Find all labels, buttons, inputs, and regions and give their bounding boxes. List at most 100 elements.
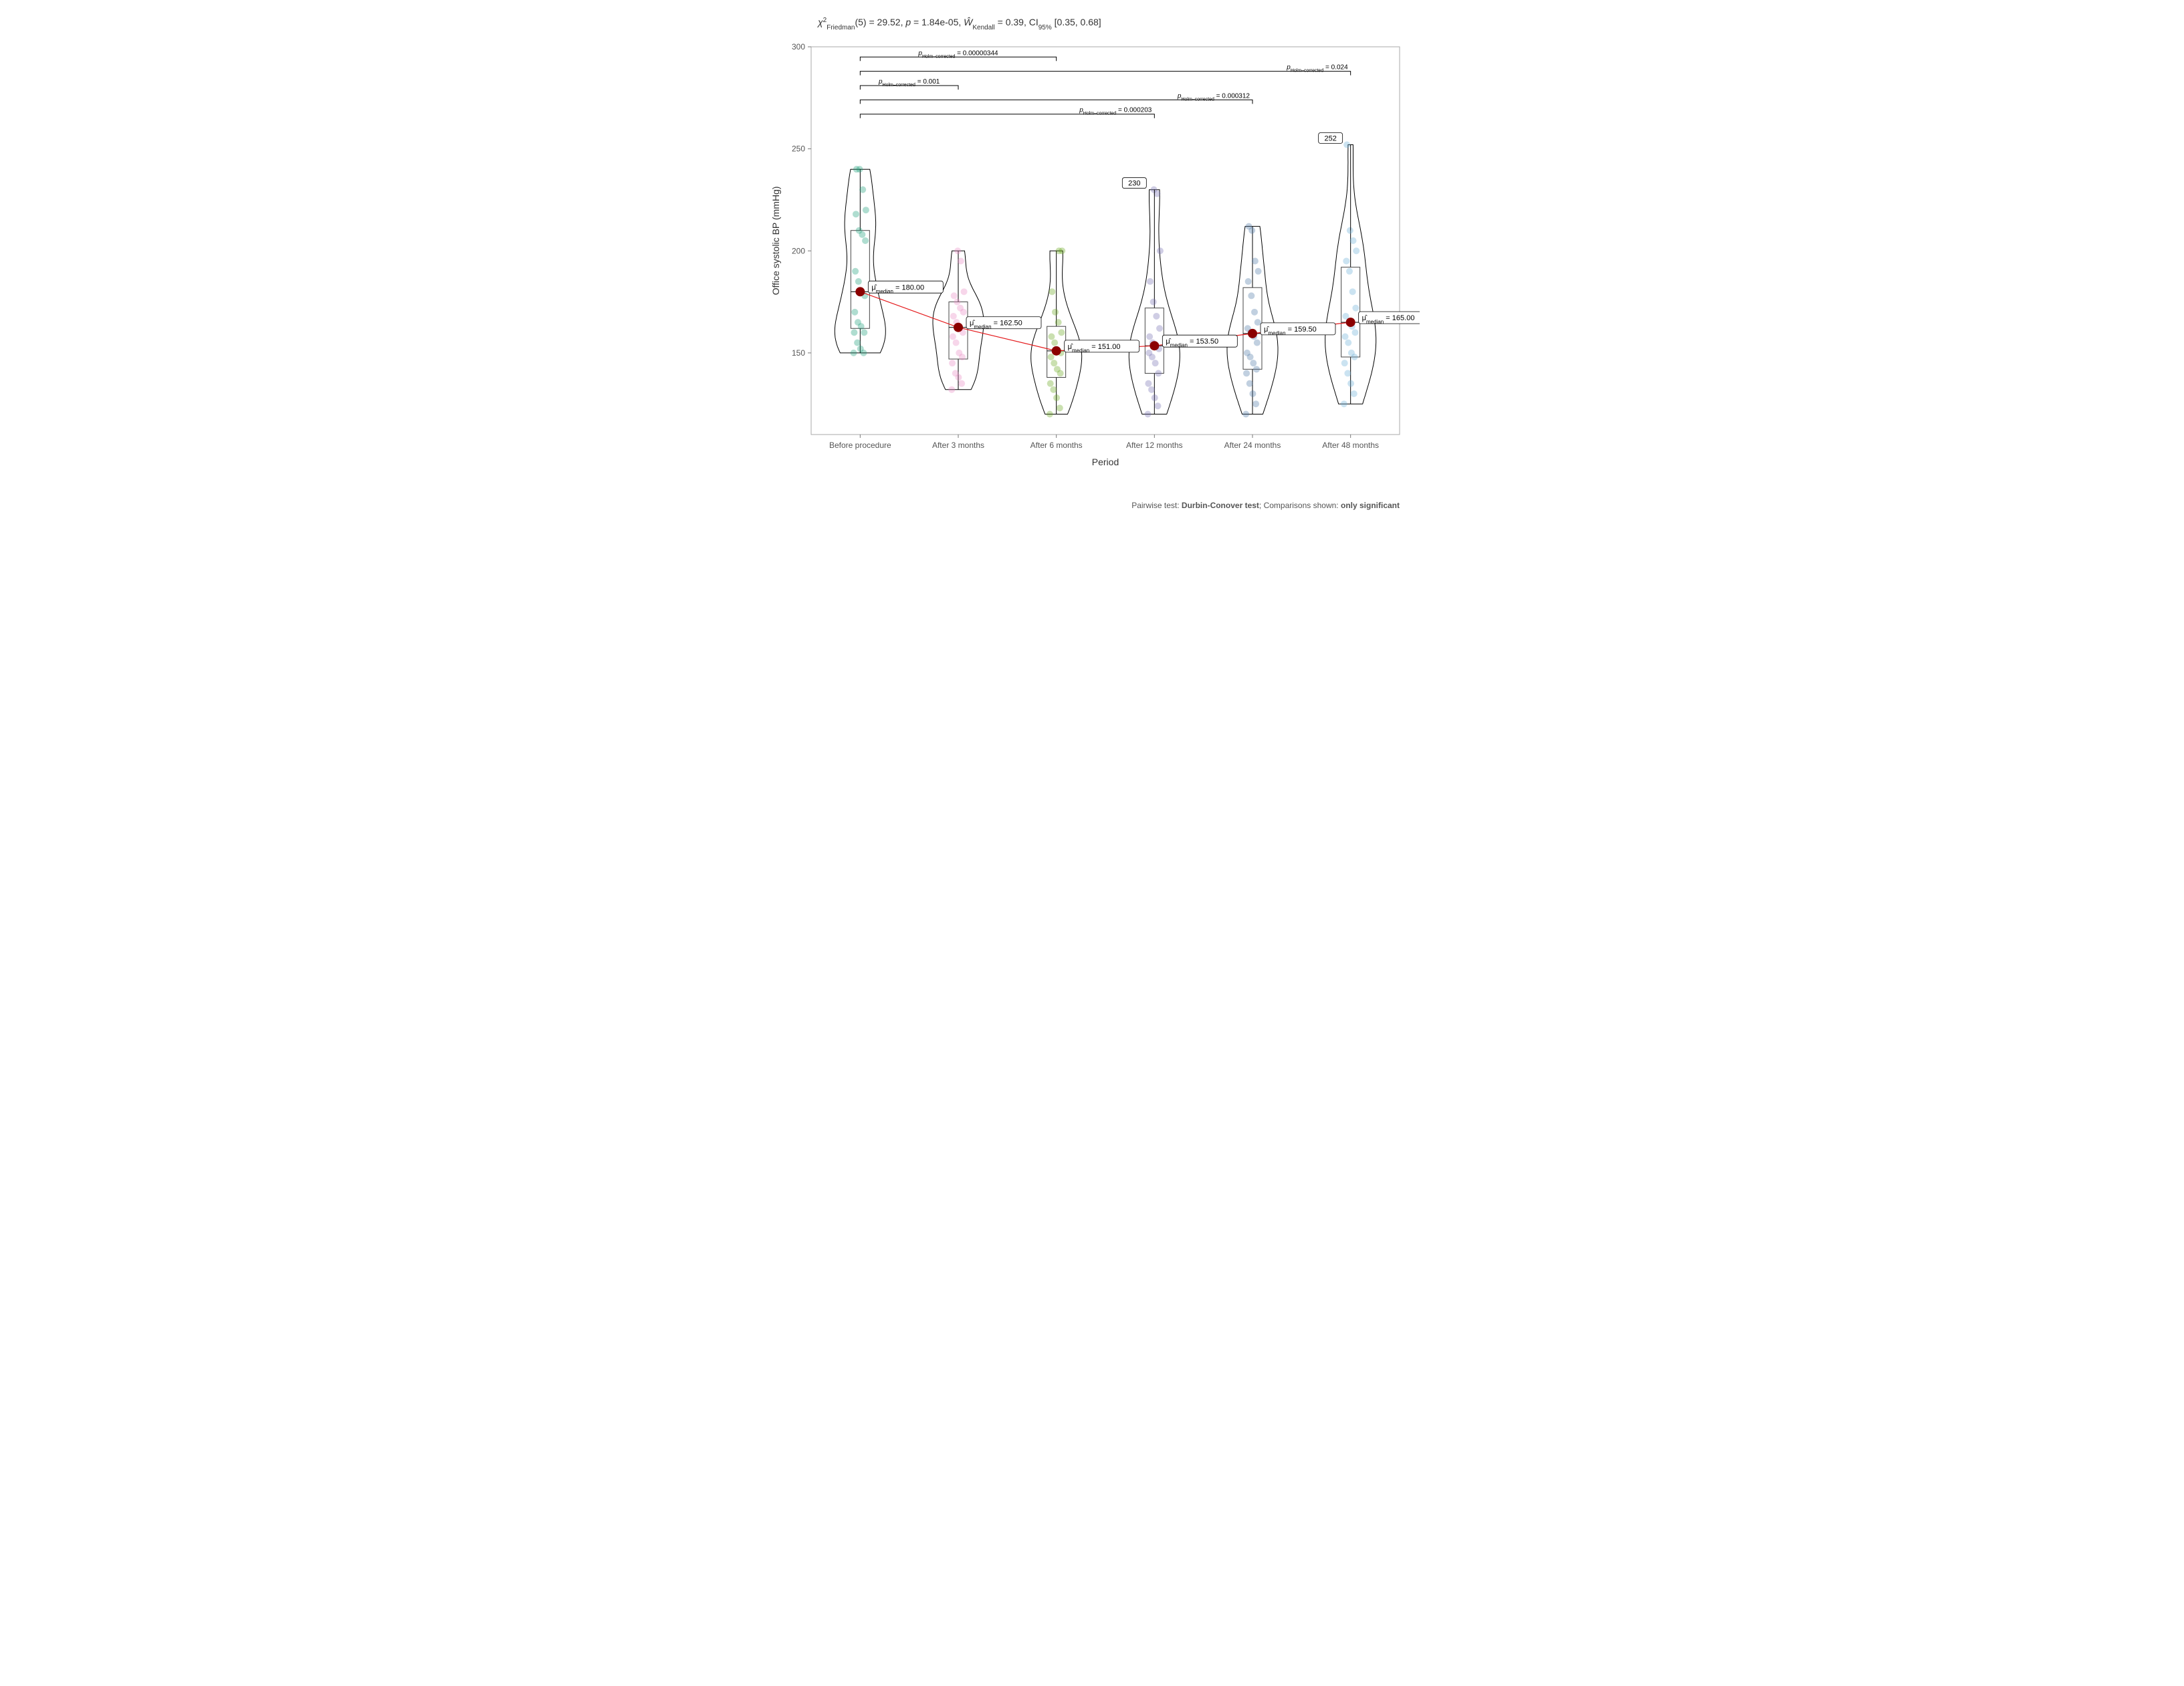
data-point	[1342, 333, 1349, 340]
data-point	[857, 346, 864, 352]
data-point	[1154, 402, 1161, 409]
data-point	[1048, 354, 1055, 360]
median-dot	[954, 323, 963, 332]
data-point	[1057, 404, 1063, 411]
comparison-bracket	[860, 57, 1056, 61]
outlier-label: 230	[1128, 180, 1140, 188]
data-point	[1347, 227, 1353, 234]
data-point	[961, 288, 968, 295]
data-point	[862, 237, 869, 244]
comparison-bracket	[860, 72, 1350, 76]
data-point	[1145, 410, 1152, 417]
data-point	[949, 360, 956, 366]
data-point	[1058, 329, 1065, 336]
data-point	[1352, 329, 1359, 336]
data-point	[1047, 380, 1054, 387]
data-point	[1244, 350, 1250, 356]
data-point	[958, 258, 964, 265]
data-point	[859, 187, 866, 193]
data-point	[951, 292, 958, 299]
median-dot	[1150, 341, 1159, 350]
chart-statistics-title: χ2Friedman(5) = 29.52, p = 1.84e-05, ŴKe…	[816, 17, 1101, 31]
plot-panel	[811, 47, 1400, 435]
data-point	[1146, 333, 1153, 340]
y-tick-label: 250	[792, 144, 805, 154]
data-point	[954, 299, 960, 306]
data-point	[1254, 340, 1261, 346]
data-point	[851, 329, 857, 336]
data-point	[950, 313, 957, 320]
data-point	[1242, 410, 1249, 417]
data-point	[1048, 333, 1055, 340]
y-tick-label: 150	[792, 348, 805, 358]
data-point	[1147, 278, 1154, 285]
data-point	[1343, 142, 1350, 148]
data-point	[1252, 400, 1259, 407]
data-point	[856, 227, 863, 234]
data-point	[1152, 394, 1158, 401]
data-point	[1145, 350, 1152, 356]
x-tick-label: After 12 months	[1126, 441, 1183, 450]
data-point	[1053, 394, 1060, 401]
data-point	[956, 350, 962, 356]
data-point	[1250, 360, 1257, 366]
data-point	[863, 207, 869, 213]
data-point	[1346, 268, 1353, 275]
x-tick-label: Before procedure	[829, 441, 891, 450]
data-point	[1344, 370, 1351, 376]
y-axis-title: Office systolic BP (mmHg)	[770, 187, 781, 295]
data-point	[1153, 313, 1160, 320]
outlier-label: 252	[1324, 135, 1336, 143]
data-point	[1254, 319, 1261, 326]
data-point	[855, 278, 862, 285]
data-point	[1155, 370, 1162, 376]
median-dot	[855, 287, 865, 296]
data-point	[1353, 247, 1359, 254]
data-point	[1049, 288, 1055, 295]
data-point	[853, 211, 859, 217]
x-tick-label: After 24 months	[1224, 441, 1281, 450]
data-point	[1152, 360, 1159, 366]
data-point	[852, 268, 859, 275]
data-point	[1350, 237, 1357, 244]
x-tick-label: After 48 months	[1322, 441, 1379, 450]
data-point	[1051, 340, 1058, 346]
data-point	[958, 380, 965, 387]
data-point	[1156, 325, 1163, 332]
data-point	[1352, 305, 1359, 312]
data-point	[1343, 258, 1349, 265]
data-point	[861, 329, 867, 336]
x-tick-label: After 6 months	[1030, 441, 1083, 450]
data-point	[954, 247, 961, 254]
y-tick-label: 300	[792, 42, 805, 51]
data-point	[854, 340, 861, 346]
median-dot	[1248, 329, 1257, 338]
data-point	[1349, 288, 1356, 295]
data-point	[953, 340, 960, 346]
data-point	[1255, 268, 1262, 275]
data-point	[1054, 366, 1061, 372]
data-point	[950, 333, 956, 340]
data-point	[855, 319, 861, 326]
data-point	[1245, 278, 1252, 285]
median-dot	[1346, 318, 1355, 327]
data-point	[1341, 360, 1348, 366]
data-point	[1150, 299, 1157, 306]
data-point	[1052, 309, 1059, 316]
data-point	[1151, 187, 1158, 193]
data-point	[1051, 360, 1057, 366]
data-point	[1047, 410, 1053, 417]
chart-caption: Pairwise test: Durbin-Conover test; Comp…	[1131, 501, 1400, 510]
data-point	[1348, 350, 1355, 356]
median-dot	[1052, 346, 1061, 356]
data-point	[1055, 319, 1062, 326]
y-tick-label: 200	[792, 246, 805, 255]
data-point	[952, 370, 959, 376]
data-point	[851, 350, 857, 356]
data-point	[1157, 247, 1164, 254]
data-point	[1341, 400, 1347, 407]
data-point	[1248, 292, 1254, 299]
data-point	[1251, 309, 1258, 316]
data-point	[1246, 223, 1252, 230]
x-axis-title: Period	[1092, 457, 1119, 467]
